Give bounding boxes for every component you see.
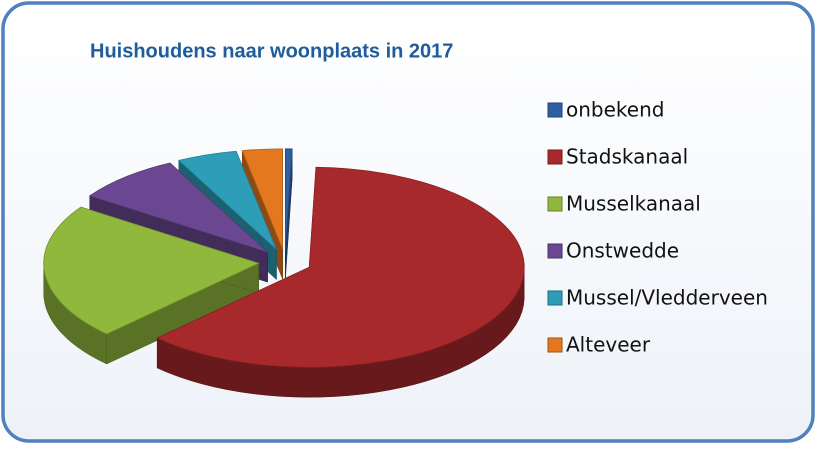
slice (156, 166, 525, 368)
legend-swatch (547, 337, 563, 353)
legend-swatch (547, 290, 563, 306)
legend-label: Mussel/Vledderveen (566, 286, 768, 310)
pie (43, 148, 525, 398)
slice (285, 148, 293, 249)
slice (178, 150, 277, 250)
legend: onbekend Stadskanaal Musselkanaal Onstwedde… (547, 98, 768, 357)
legend-label: Alteveer (566, 333, 651, 357)
legend-label: onbekend (566, 98, 664, 122)
legend-swatch (547, 243, 563, 259)
slice (241, 148, 283, 250)
legend-swatch (547, 102, 563, 118)
legend-label: Onstwedde (566, 239, 679, 263)
legend-label: Musselkanaal (566, 192, 701, 216)
chart-title: Huishoudens naar woonplaats in 2017 (90, 40, 453, 62)
slice (88, 162, 268, 253)
legend-label: Stadskanaal (566, 145, 688, 169)
legend-swatch (547, 196, 563, 212)
slice (43, 206, 260, 335)
legend-swatch (547, 149, 563, 165)
